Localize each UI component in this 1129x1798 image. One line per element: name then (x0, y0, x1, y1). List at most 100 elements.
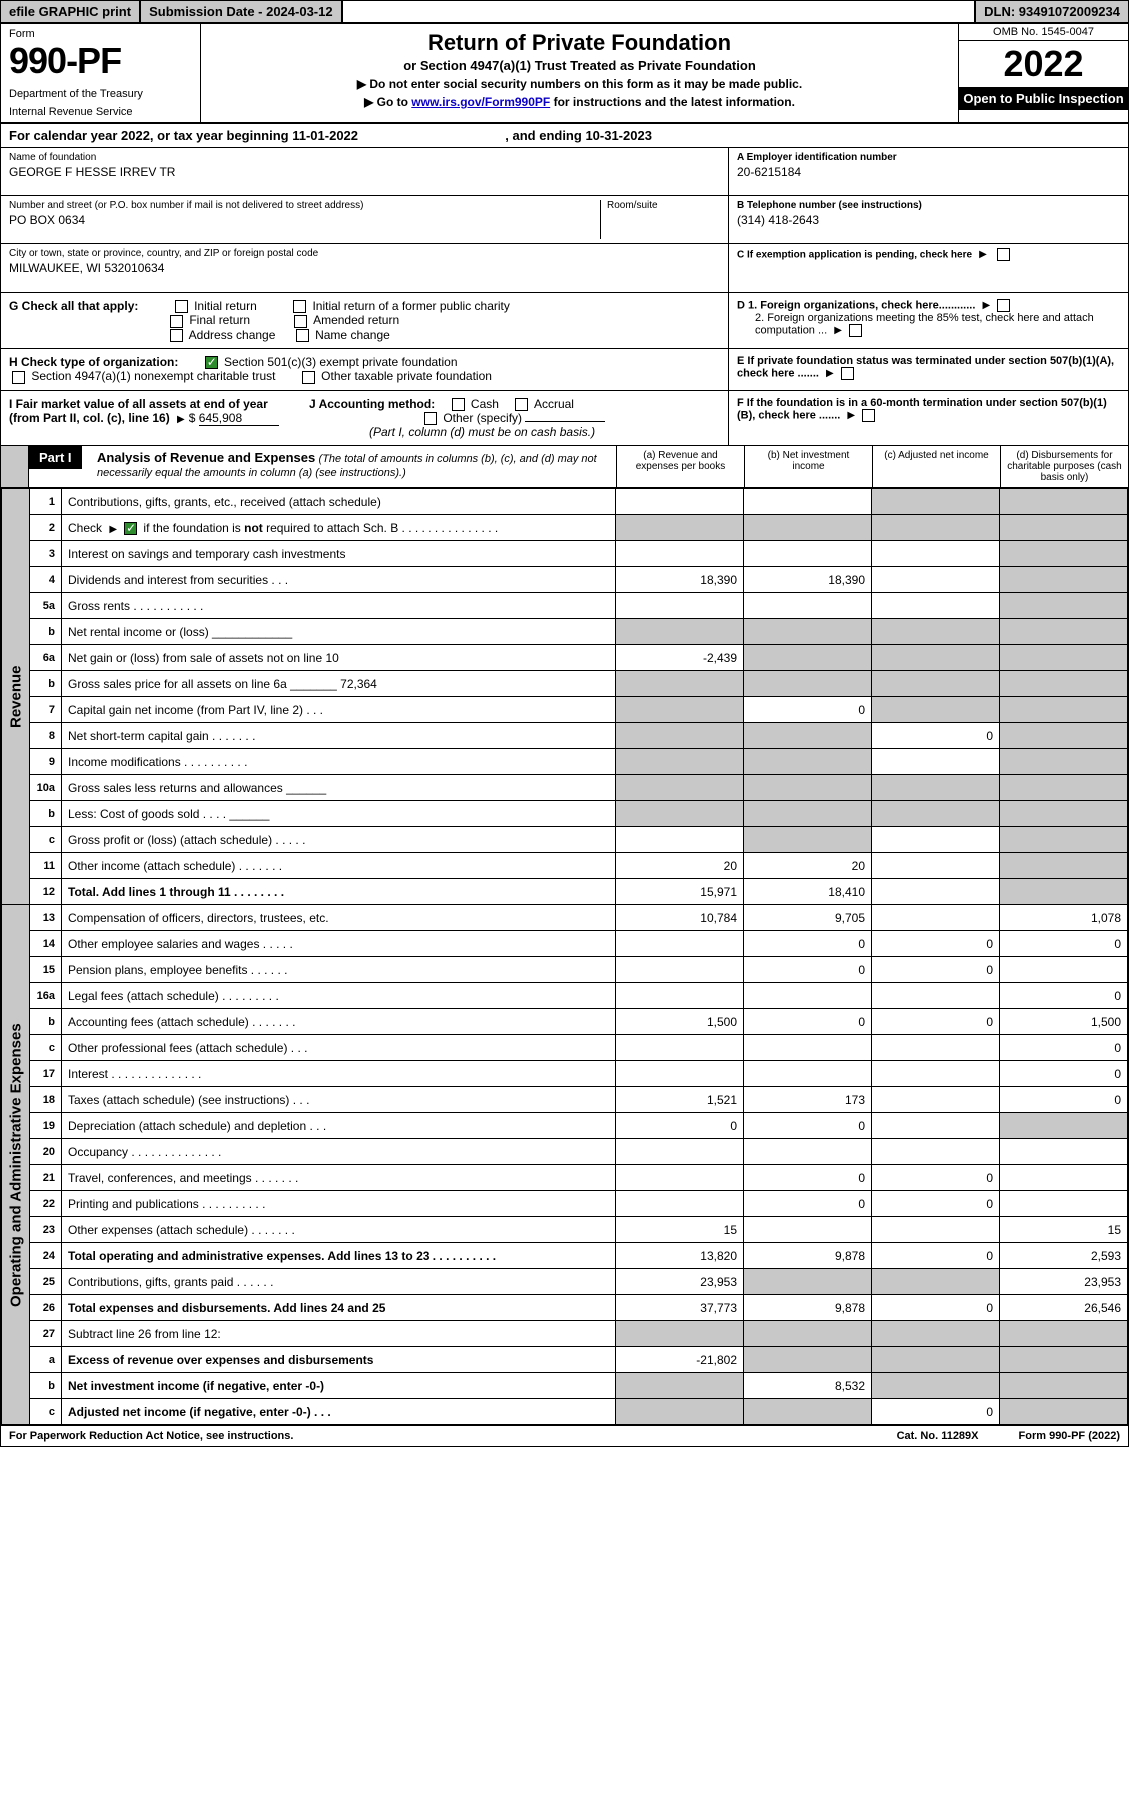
cell-shaded (616, 619, 744, 645)
f-checkbox[interactable] (862, 409, 875, 422)
row-number: 8 (30, 723, 62, 749)
cell-shaded (744, 801, 872, 827)
table-row: bNet rental income or (loss) ___________… (2, 619, 1128, 645)
row-label: Other expenses (attach schedule) . . . .… (62, 1217, 616, 1243)
cell-shaded (744, 1399, 872, 1425)
row-number: 26 (30, 1295, 62, 1321)
table-row: cOther professional fees (attach schedul… (2, 1035, 1128, 1061)
row-number: 14 (30, 931, 62, 957)
other-method-checkbox[interactable] (424, 412, 437, 425)
cell-amount: 1,500 (1000, 1009, 1128, 1035)
d2-checkbox[interactable] (849, 324, 862, 337)
row-label: Contributions, gifts, grants paid . . . … (62, 1269, 616, 1295)
cell-amount: 0 (872, 1165, 1000, 1191)
cell-shaded (872, 645, 1000, 671)
cell-amount (872, 541, 1000, 567)
telephone-cell: B Telephone number (see instructions) (3… (729, 196, 1128, 244)
j-cash: Cash (471, 397, 499, 411)
cell-shaded (616, 1399, 744, 1425)
exemption-checkbox[interactable] (997, 248, 1010, 261)
amended-return-checkbox[interactable] (294, 315, 307, 328)
row-label: Travel, conferences, and meetings . . . … (62, 1165, 616, 1191)
cell-shaded (1000, 749, 1128, 775)
accrual-checkbox[interactable] (515, 398, 528, 411)
cell-amount (872, 749, 1000, 775)
cal-year-begin: 11-01-2022 (292, 128, 358, 143)
row-label: Occupancy . . . . . . . . . . . . . . (62, 1139, 616, 1165)
ein-cell: A Employer identification number 20-6215… (729, 148, 1128, 196)
table-row: 21Travel, conferences, and meetings . . … (2, 1165, 1128, 1191)
check-h-row: H Check type of organization: Section 50… (1, 349, 1128, 391)
form-note-2: ▶ Go to www.irs.gov/Form990PF for instru… (209, 95, 950, 109)
efile-print-label[interactable]: efile GRAPHIC print (1, 1, 141, 22)
cell-shaded (1000, 775, 1128, 801)
cell-amount (616, 1165, 744, 1191)
table-row: 3Interest on savings and temporary cash … (2, 541, 1128, 567)
table-row: 9Income modifications . . . . . . . . . … (2, 749, 1128, 775)
form990pf-link[interactable]: www.irs.gov/Form990PF (411, 95, 550, 109)
cell-amount (616, 931, 744, 957)
cell-shaded (872, 619, 1000, 645)
h2-label: Section 4947(a)(1) nonexempt charitable … (31, 369, 275, 383)
row-number: a (30, 1347, 62, 1373)
row-number: b (30, 801, 62, 827)
form-subtitle: or Section 4947(a)(1) Trust Treated as P… (209, 58, 950, 73)
check-g-row: G Check all that apply: Initial return I… (1, 293, 1128, 349)
cell-amount (1000, 957, 1128, 983)
g-label: G Check all that apply: (9, 299, 138, 313)
initial-former-checkbox[interactable] (293, 300, 306, 313)
name-change-checkbox[interactable] (296, 329, 309, 342)
cell-shaded (1000, 1399, 1128, 1425)
row-label: Legal fees (attach schedule) . . . . . .… (62, 983, 616, 1009)
4947a1-checkbox[interactable] (12, 371, 25, 384)
col-d-header: (d) Disbursements for charitable purpose… (1000, 446, 1128, 487)
cell-amount: 9,705 (744, 905, 872, 931)
other-taxable-checkbox[interactable] (302, 371, 315, 384)
d1-checkbox[interactable] (997, 299, 1010, 312)
g-opt-0: Initial return (194, 299, 257, 313)
final-return-checkbox[interactable] (170, 315, 183, 328)
cell-amount (872, 983, 1000, 1009)
table-row: 10aGross sales less returns and allowanc… (2, 775, 1128, 801)
cell-shaded (744, 515, 872, 541)
address-change-checkbox[interactable] (170, 329, 183, 342)
row-label: Income modifications . . . . . . . . . . (62, 749, 616, 775)
room-label: Room/suite (607, 200, 720, 211)
cell-shaded (1000, 879, 1128, 905)
row-number: b (30, 1373, 62, 1399)
row-label: Total expenses and disbursements. Add li… (62, 1295, 616, 1321)
col-a-header: (a) Revenue and expenses per books (616, 446, 744, 487)
row-label: Less: Cost of goods sold . . . . ______ (62, 801, 616, 827)
cell-amount (872, 879, 1000, 905)
cell-shaded (872, 1373, 1000, 1399)
table-row: 5aGross rents . . . . . . . . . . . (2, 593, 1128, 619)
501c3-checkbox[interactable] (205, 356, 218, 369)
telephone-label: B Telephone number (see instructions) (737, 200, 1120, 211)
table-row: 19Depreciation (attach schedule) and dep… (2, 1113, 1128, 1139)
identity-right: A Employer identification number 20-6215… (728, 148, 1128, 292)
row-number: c (30, 1399, 62, 1425)
cell-amount: 2,593 (1000, 1243, 1128, 1269)
table-row: 6aNet gain or (loss) from sale of assets… (2, 645, 1128, 671)
exemption-cell: C If exemption application is pending, c… (729, 244, 1128, 292)
cell-amount (872, 1217, 1000, 1243)
table-row: 23Other expenses (attach schedule) . . .… (2, 1217, 1128, 1243)
cell-amount: 26,546 (1000, 1295, 1128, 1321)
table-row: 16aLegal fees (attach schedule) . . . . … (2, 983, 1128, 1009)
e-checkbox[interactable] (841, 367, 854, 380)
cell-amount: 8,532 (744, 1373, 872, 1399)
cell-amount: 23,953 (616, 1269, 744, 1295)
initial-return-checkbox[interactable] (175, 300, 188, 313)
table-row: 11Other income (attach schedule) . . . .… (2, 853, 1128, 879)
cell-shaded (872, 697, 1000, 723)
cash-checkbox[interactable] (452, 398, 465, 411)
row-label: Other professional fees (attach schedule… (62, 1035, 616, 1061)
cell-amount (872, 827, 1000, 853)
cell-shaded (872, 1347, 1000, 1373)
row-label: Gross rents . . . . . . . . . . . (62, 593, 616, 619)
part1-badge: Part I (29, 446, 82, 469)
table-row: 2Check if the foundation is not required… (2, 515, 1128, 541)
cell-amount (744, 1217, 872, 1243)
row-label: Subtract line 26 from line 12: (62, 1321, 616, 1347)
cell-amount (1000, 1139, 1128, 1165)
